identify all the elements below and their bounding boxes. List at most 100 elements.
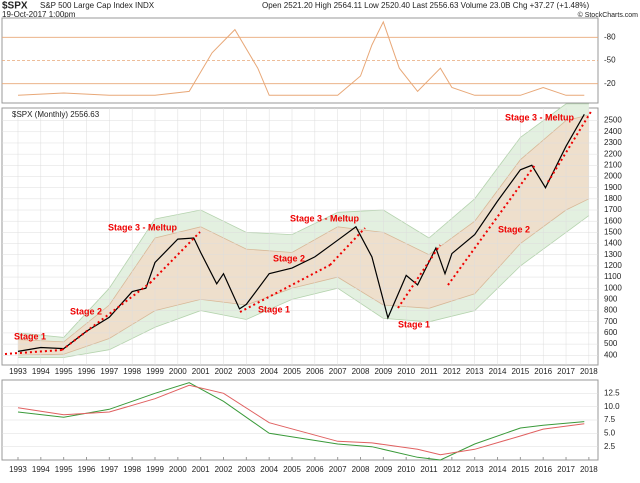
x-tick-label: 2017 — [557, 465, 575, 474]
annotation: Stage 3 - Meltup — [108, 222, 178, 232]
annotation: Stage 1 — [398, 319, 430, 329]
x-tick-label: 2014 — [489, 367, 507, 376]
x-tick-label: 2006 — [306, 465, 324, 474]
trend-line — [61, 282, 151, 351]
y-tick-label: 2000 — [604, 172, 622, 181]
annotation: Stage 2 — [273, 253, 305, 263]
x-tick-label: 1995 — [55, 465, 73, 474]
y-tick-label: 7.5 — [604, 415, 616, 424]
trend-line — [329, 227, 366, 266]
x-tick-label: 1998 — [123, 367, 141, 376]
y-tick-label: 1300 — [604, 250, 622, 259]
annotation: Stage 3 - Meltup — [290, 213, 360, 223]
quote: Open 2521.20 High 2564.11 Low 2520.40 La… — [262, 1, 590, 10]
x-tick-label: 1996 — [78, 465, 96, 474]
y-tick-label: 1800 — [604, 194, 622, 203]
x-tick-label: 2011 — [420, 367, 438, 376]
y-tick-label: 1400 — [604, 239, 622, 248]
y-tick-label: 800 — [604, 306, 618, 315]
y-tick-label: 1600 — [604, 216, 622, 225]
x-tick-label: 2002 — [215, 367, 233, 376]
x-tick-label: 2004 — [260, 465, 278, 474]
y-tick-label: -50 — [604, 56, 616, 65]
x-tick-label: 1997 — [100, 465, 118, 474]
x-tick-label: 2012 — [443, 465, 461, 474]
price-line — [17, 114, 585, 352]
x-tick-label: 1999 — [146, 367, 164, 376]
x-tick-label: 2017 — [557, 367, 575, 376]
x-tick-label: 1994 — [32, 465, 50, 474]
x-tick-label: 2016 — [534, 465, 552, 474]
y-tick-label: -80 — [604, 32, 616, 41]
y-tick-label: 2200 — [604, 149, 622, 158]
x-tick-label: 2003 — [237, 465, 255, 474]
y-tick-label: 2100 — [604, 160, 622, 169]
x-tick-label: 2013 — [466, 465, 484, 474]
y-tick-label: 2500 — [604, 116, 622, 125]
trend-line — [547, 109, 593, 183]
series-line — [17, 382, 585, 461]
trend-line — [239, 264, 331, 313]
x-tick-label: 2002 — [215, 465, 233, 474]
y-tick-label: 5.0 — [604, 428, 616, 437]
y-tick-label: 2400 — [604, 127, 622, 136]
band-fill — [17, 115, 589, 356]
y-tick-label: 600 — [604, 328, 618, 337]
y-tick-label: 1200 — [604, 261, 622, 270]
trend-lines — [4, 109, 593, 355]
x-tick-label: 1996 — [78, 367, 96, 376]
x-tick-label: 1998 — [123, 465, 141, 474]
x-tick-label: 2009 — [374, 465, 392, 474]
panel-title: $SPX (Monthly) 2556.63 — [12, 110, 100, 119]
annotation: Stage 1 — [14, 331, 46, 341]
x-tick-label: 2016 — [534, 367, 552, 376]
x-tick-label: 2004 — [260, 367, 278, 376]
x-tick-label: 2000 — [169, 465, 187, 474]
y-tick-label: 12.5 — [604, 388, 620, 397]
x-tick-label: 2001 — [192, 367, 210, 376]
series-line — [17, 384, 585, 456]
x-tick-label: 2005 — [283, 465, 301, 474]
annotation: Stage 1 — [258, 304, 290, 314]
index-name: S&P 500 Large Cap Index INDX — [40, 1, 155, 10]
annotation: Stage 2 — [498, 224, 530, 234]
x-tick-label: 1993 — [9, 465, 27, 474]
x-tick-label: 1997 — [100, 367, 118, 376]
x-tick-label: 2018 — [580, 465, 598, 474]
y-tick-label: 400 — [604, 350, 618, 359]
x-tick-label: 2008 — [352, 465, 370, 474]
y-tick-label: 1900 — [604, 183, 622, 192]
x-tick-label: 2007 — [329, 465, 347, 474]
y-tick-label: 900 — [604, 295, 618, 304]
x-tick-label: 2014 — [489, 465, 507, 474]
x-tick-label: 2018 — [580, 367, 598, 376]
symbol: $SPX — [2, 1, 28, 12]
y-tick-label: 2.5 — [604, 442, 616, 451]
x-tick-label: 2001 — [192, 465, 210, 474]
trend-line — [149, 231, 201, 284]
x-tick-label: 2008 — [352, 367, 370, 376]
x-tick-label: 1993 — [9, 367, 27, 376]
annotation: Stage 2 — [70, 306, 102, 316]
x-tick-label: 2015 — [511, 465, 529, 474]
x-tick-label: 2009 — [374, 367, 392, 376]
y-tick-label: -20 — [604, 79, 616, 88]
y-tick-label: 700 — [604, 317, 618, 326]
x-tick-label: 2010 — [397, 367, 415, 376]
y-tick-label: 1100 — [604, 272, 622, 281]
price-line — [17, 20, 585, 96]
y-tick-label: 1700 — [604, 205, 622, 214]
x-tick-label: 1995 — [55, 367, 73, 376]
date: 19-Oct-2017 1:00pm — [2, 10, 76, 19]
y-tick-label: 1500 — [604, 227, 622, 236]
x-tick-label: 2013 — [466, 367, 484, 376]
x-tick-label: 2000 — [169, 367, 187, 376]
x-tick-label: 2007 — [329, 367, 347, 376]
y-tick-label: 1000 — [604, 283, 622, 292]
x-tick-label: 2003 — [237, 367, 255, 376]
y-tick-label: 10.0 — [604, 402, 620, 411]
x-tick-label: 2006 — [306, 367, 324, 376]
x-tick-label: 2005 — [283, 367, 301, 376]
credit: © StockCharts.com — [578, 11, 639, 19]
